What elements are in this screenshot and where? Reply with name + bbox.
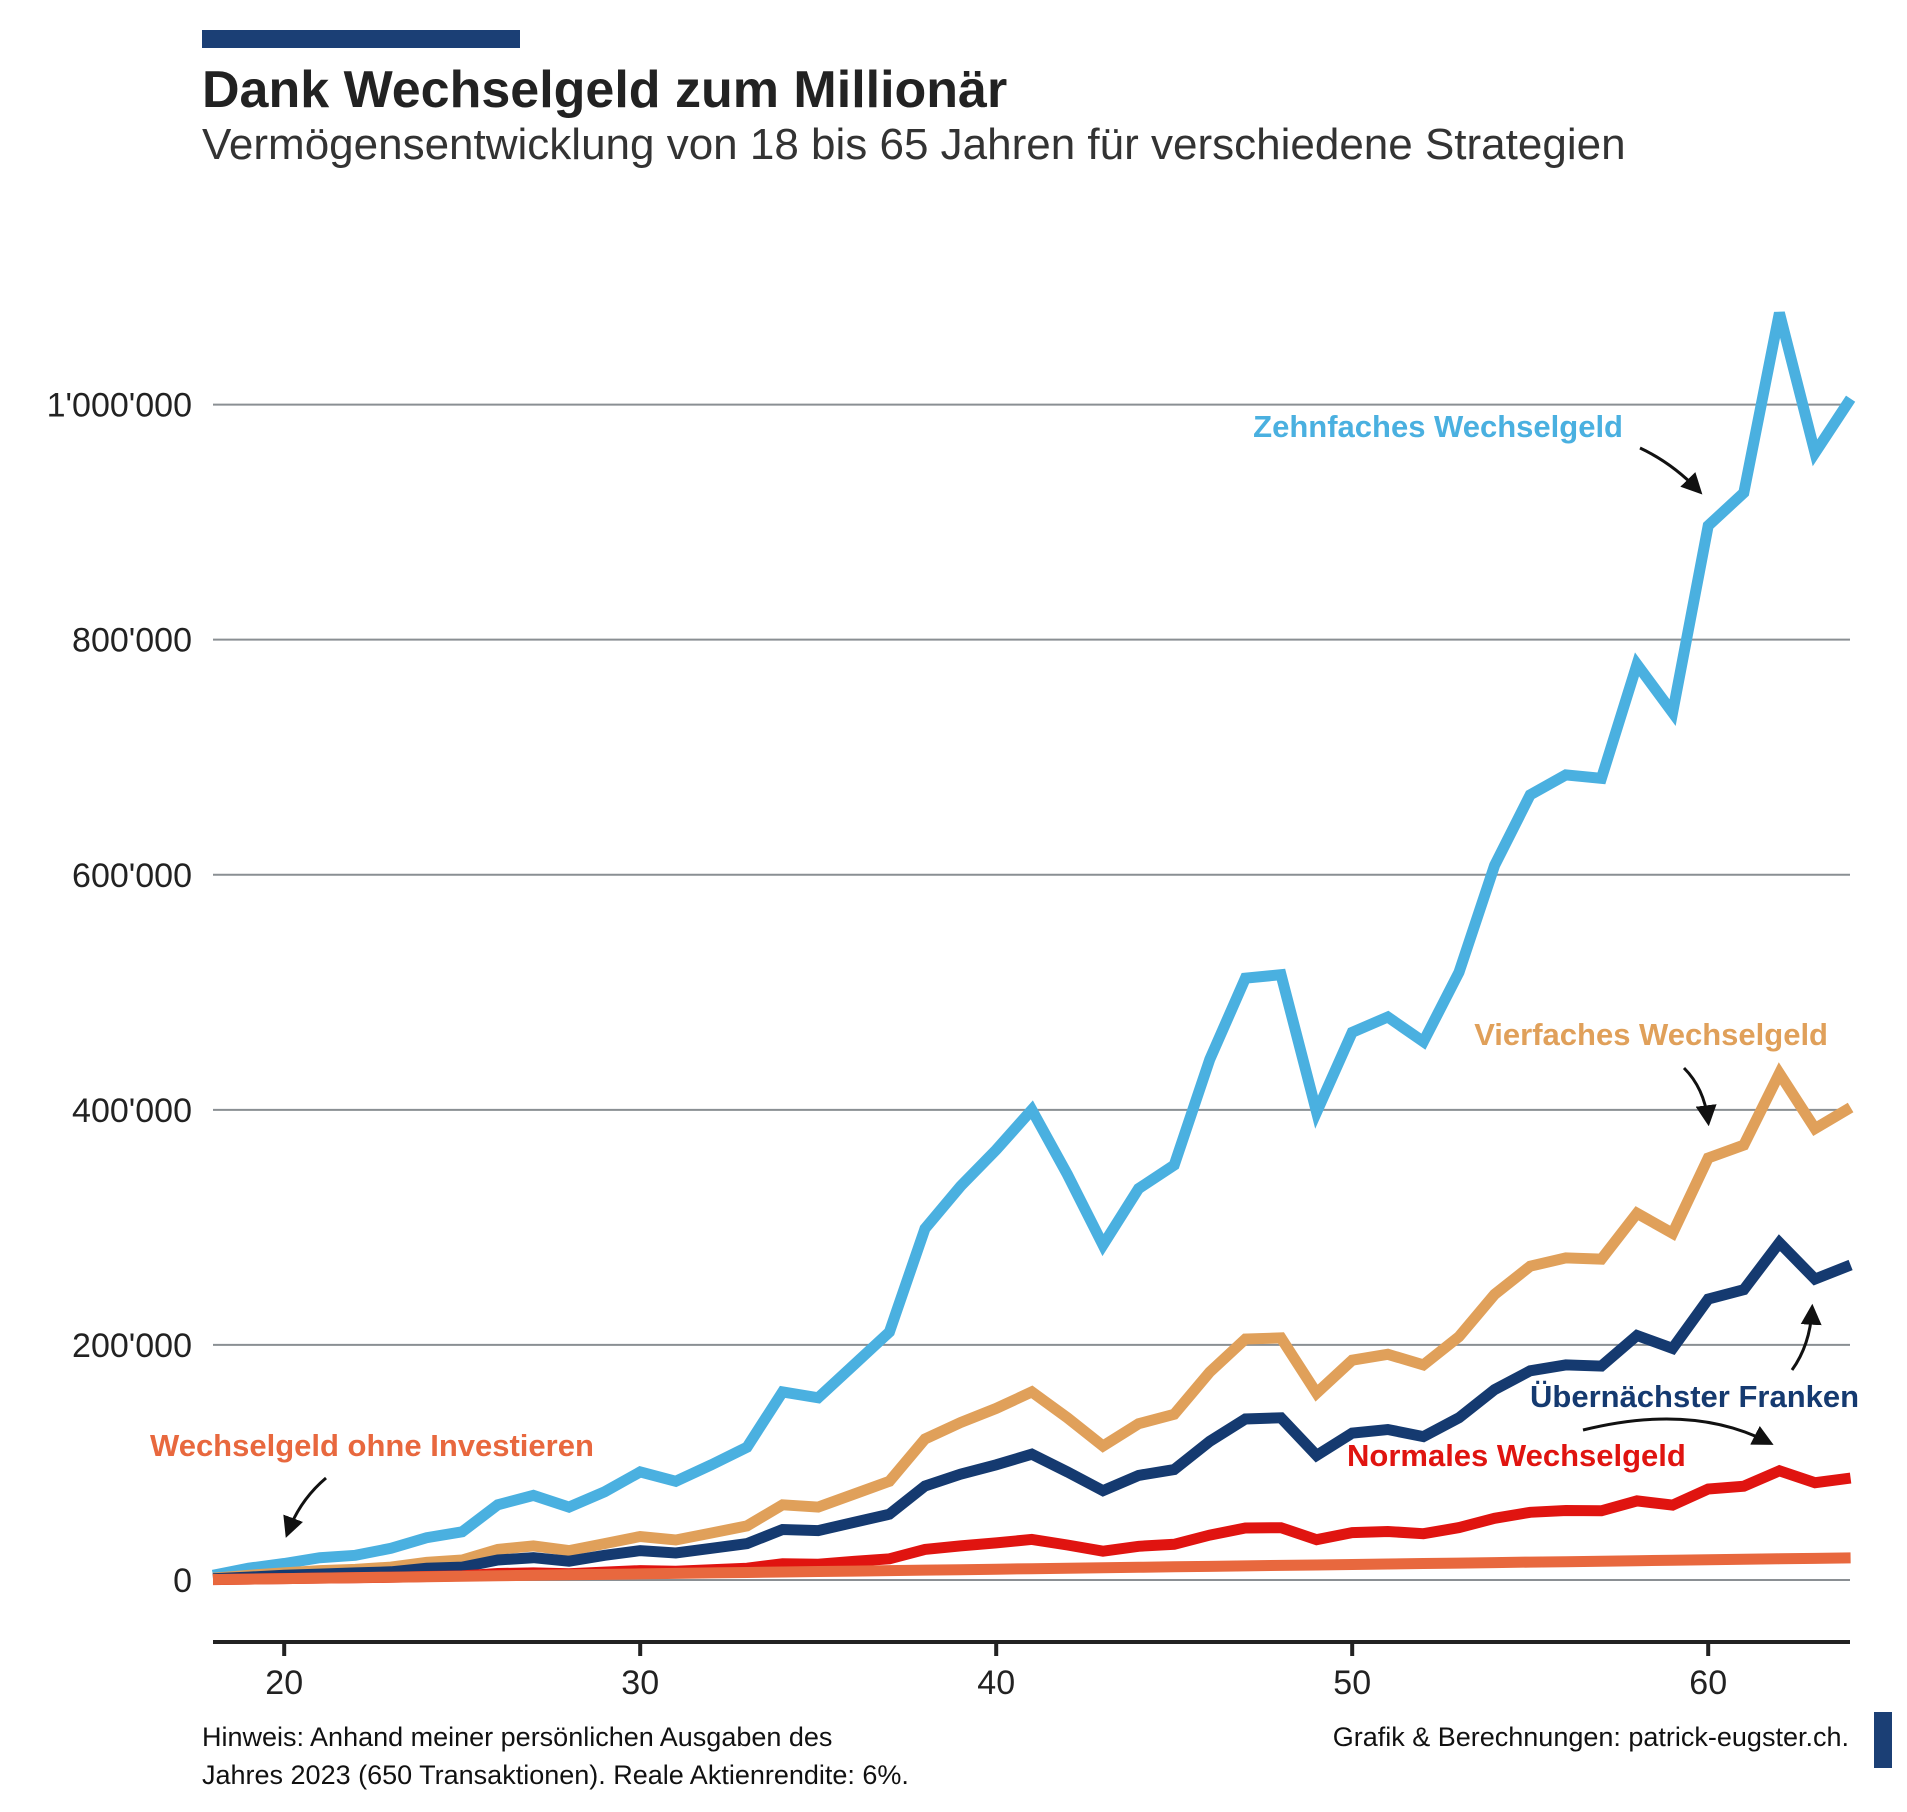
annotation-arrow-0: [1639, 446, 1703, 495]
y-axis-tick-labels: 0 200'000 400'000 600'000 800'000 1'000'000: [47, 387, 192, 1600]
x-axis: 20 30 40 50 60: [213, 1640, 1850, 1702]
y-tick-label: 600'000: [72, 857, 192, 895]
series-label-4: Wechselgeld ohne Investieren: [150, 1428, 594, 1463]
annotation-arrow-4: [283, 1476, 327, 1538]
series-line-0: [211, 311, 1856, 1581]
x-tick-label: 30: [621, 1664, 659, 1702]
x-tick-label: 50: [1333, 1664, 1371, 1702]
series-line-4: [212, 1552, 1851, 1585]
annotation-arrow-3: [1582, 1417, 1774, 1445]
source-credit: Grafik & Berechnungen: patrick-eugster.c…: [1332, 1722, 1849, 1752]
y-tick-label: 1'000'000: [47, 387, 192, 425]
series-label-1: Vierfaches Wechselgeld: [1474, 1017, 1828, 1052]
x-tick-label: 60: [1689, 1664, 1727, 1702]
x-tick-label: 40: [977, 1664, 1015, 1702]
series-lines: [211, 311, 1856, 1586]
chart-title: Dank Wechselgeld zum Millionär: [202, 61, 1008, 119]
series-label-3: Normales Wechselgeld: [1347, 1438, 1686, 1473]
series-annotations: Zehnfaches Wechselgeld Vierfaches Wechsel…: [150, 409, 1859, 1538]
series-line-2: [212, 1234, 1853, 1585]
series-line-1: [212, 1062, 1854, 1584]
y-tick-label: 200'000: [72, 1327, 192, 1365]
series-label-2: Übernächster Franken: [1530, 1379, 1859, 1414]
series-label-0: Zehnfaches Wechselgeld: [1253, 409, 1623, 444]
footnote: Hinweis: Anhand meiner persönlichen Ausg…: [202, 1718, 909, 1794]
y-tick-label: 400'000: [72, 1092, 192, 1130]
title-accent-bar: [202, 30, 520, 48]
y-tick-label: 800'000: [72, 622, 192, 660]
footnote-line-2: Jahres 2023 (650 Transaktionen). Reale A…: [202, 1760, 909, 1790]
annotation-arrow-2: [1790, 1303, 1822, 1371]
x-tick-label: 20: [265, 1664, 303, 1702]
chart-subtitle: Vermögensentwicklung von 18 bis 65 Jahre…: [202, 120, 1626, 169]
annotation-arrow-1: [1682, 1066, 1717, 1127]
corner-accent-bar: [1874, 1712, 1892, 1768]
y-tick-label: 0: [173, 1562, 192, 1600]
footnote-line-1: Hinweis: Anhand meiner persönlichen Ausg…: [202, 1722, 833, 1752]
